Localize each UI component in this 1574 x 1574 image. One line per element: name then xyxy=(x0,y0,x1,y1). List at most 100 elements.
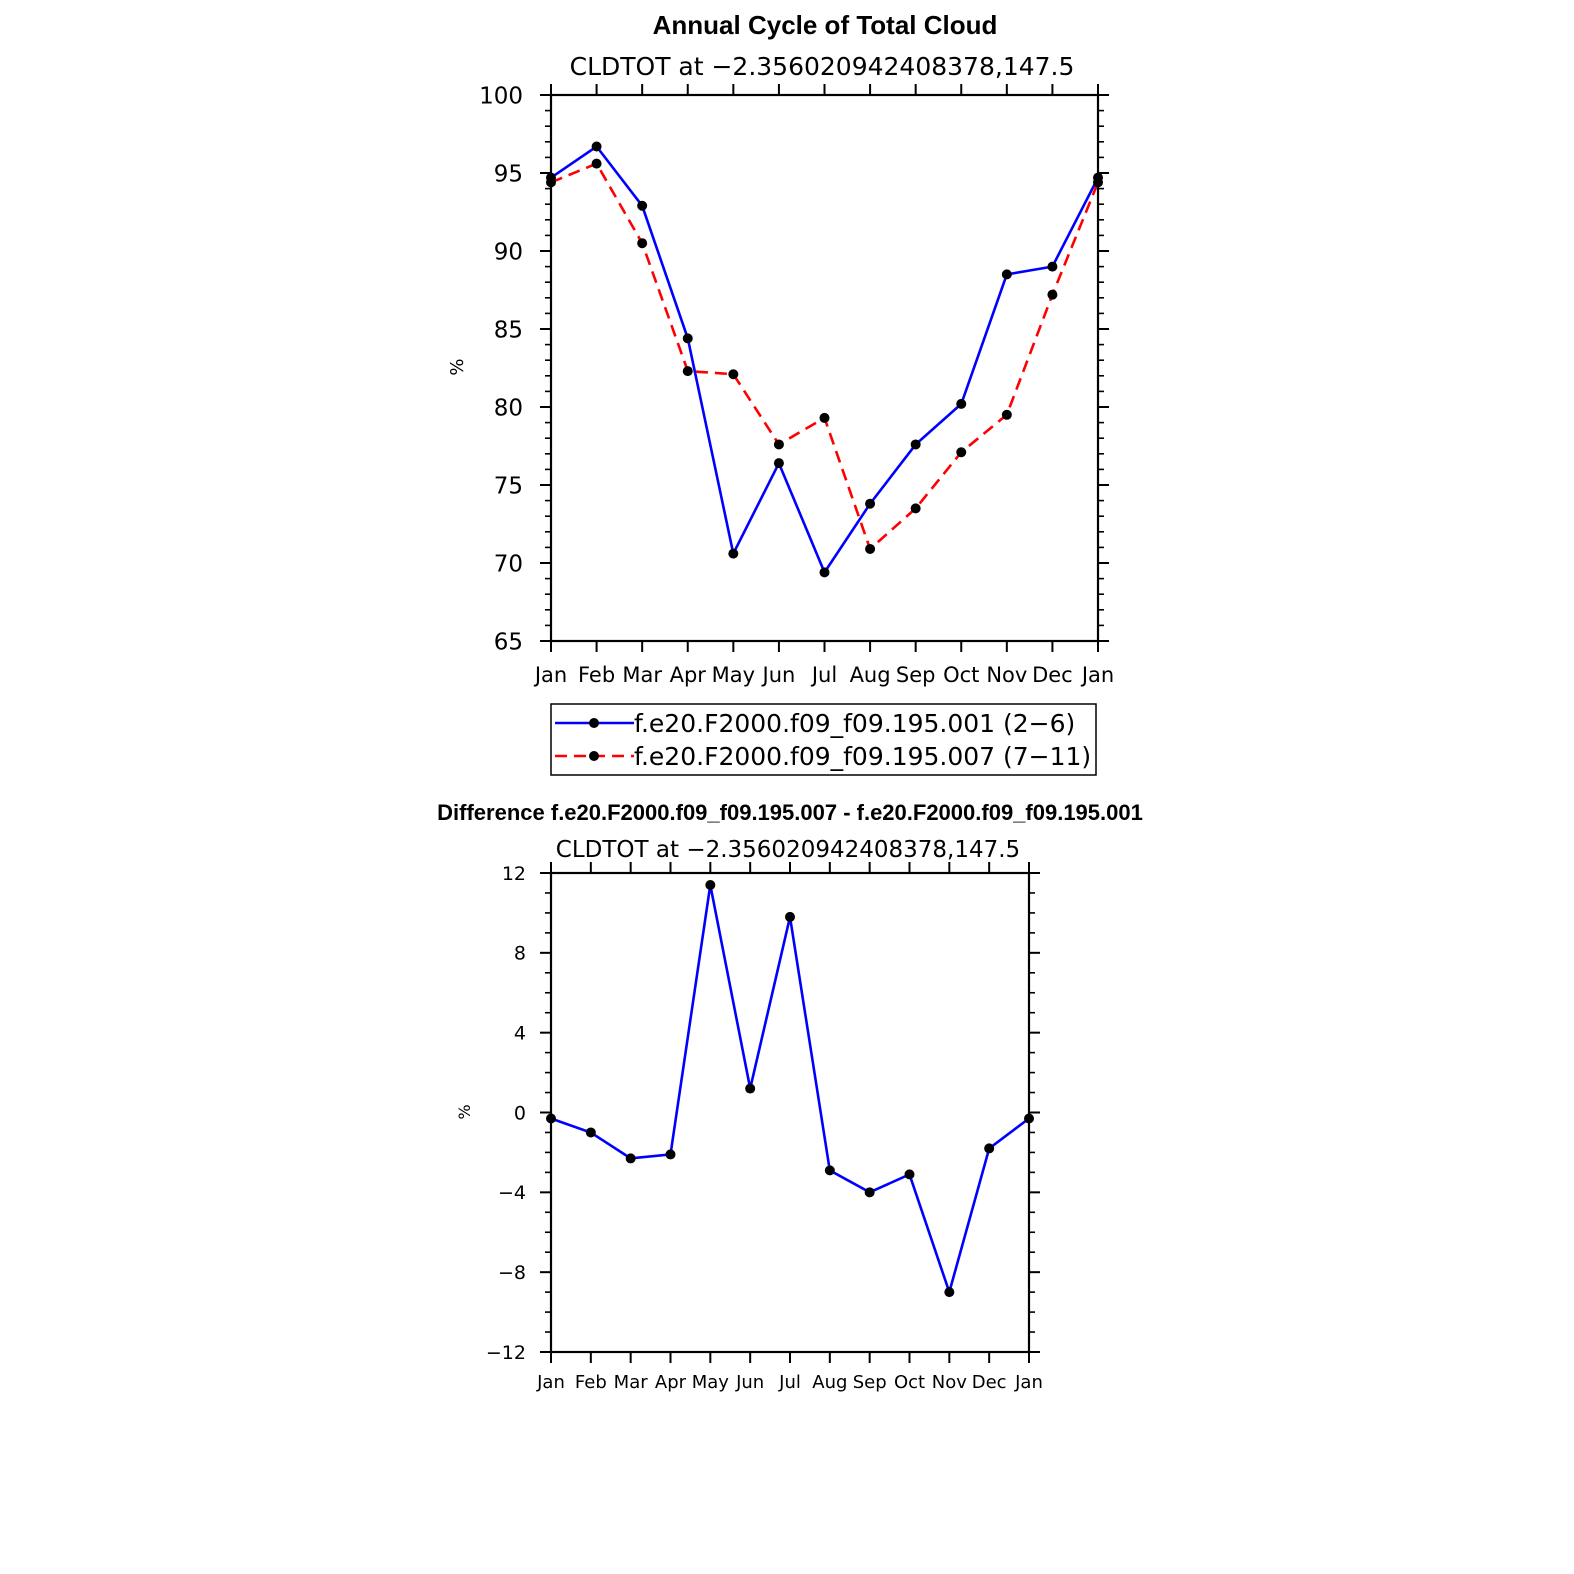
annual-cycle-chart: Annual Cycle of Total Cloud CLDTOT at −2… xyxy=(447,10,1114,776)
x-tick-label: Jan xyxy=(533,663,567,687)
data-point xyxy=(944,1287,955,1298)
data-point xyxy=(824,1165,835,1176)
data-point xyxy=(864,1187,875,1198)
data-point xyxy=(785,911,795,922)
x-tick-label: Mar xyxy=(622,663,662,687)
data-point xyxy=(745,1083,756,1094)
data-point xyxy=(1047,261,1058,272)
y-tick-label: 80 xyxy=(494,395,523,421)
x-tick-label: Apr xyxy=(655,1372,687,1393)
data-point xyxy=(956,447,967,458)
data-point xyxy=(910,439,921,450)
chart2-series-lines xyxy=(550,884,1030,1297)
data-point xyxy=(728,369,739,380)
data-point xyxy=(984,1143,995,1154)
data-point xyxy=(773,458,784,469)
x-tick-label: Aug xyxy=(812,1372,847,1393)
x-tick-label: Oct xyxy=(894,1372,925,1393)
chart1-markers xyxy=(546,141,1103,578)
y-tick-label: 100 xyxy=(479,83,523,109)
data-point xyxy=(819,567,830,578)
data-point xyxy=(956,398,967,409)
chart1-subtitle: CLDTOT at −2.356020942408378,147.5 xyxy=(570,52,1075,81)
chart2-ylabel: % xyxy=(455,1104,474,1119)
x-tick-label: May xyxy=(712,663,755,687)
x-tick-label: Sep xyxy=(896,663,936,687)
data-point xyxy=(637,238,648,249)
data-point xyxy=(865,543,876,554)
chart2-axes: −12 −8 −4 0 4 8 12 Jan Feb Mar Apr May Jun Jul Aug Sep O… xyxy=(486,862,1043,1393)
data-point xyxy=(1024,1113,1034,1124)
chart2-subtitle: CLDTOT at −2.356020942408378,147.5 xyxy=(556,837,1020,863)
x-tick-label: Oct xyxy=(943,663,979,687)
difference-line xyxy=(550,884,1030,1297)
data-point xyxy=(546,1113,556,1124)
x-tick-label: Jul xyxy=(810,663,837,687)
x-tick-label: Jun xyxy=(761,663,796,687)
data-point xyxy=(682,366,693,377)
data-point xyxy=(585,1127,596,1138)
data-point xyxy=(1093,177,1103,188)
y-tick-label: 4 xyxy=(514,1023,526,1045)
data-point xyxy=(591,158,602,169)
data-point xyxy=(728,548,739,559)
data-point xyxy=(625,1153,636,1164)
x-tick-label: Jul xyxy=(778,1372,801,1393)
series-line-195-001 xyxy=(550,144,1100,576)
legend-marker-195-001 xyxy=(589,718,599,728)
data-point xyxy=(665,1149,676,1160)
y-tick-label: 90 xyxy=(494,239,523,265)
x-tick-label: Feb xyxy=(578,663,615,687)
y-tick-label: 95 xyxy=(494,161,523,187)
data-point xyxy=(865,498,876,509)
data-point xyxy=(1047,289,1058,300)
data-point xyxy=(1001,269,1012,280)
x-tick-label: Jan xyxy=(1014,1372,1043,1393)
y-tick-label: 75 xyxy=(494,473,523,499)
chart1-ylabel: % xyxy=(447,358,468,375)
y-tick-label: 0 xyxy=(514,1102,526,1124)
x-tick-label: Aug xyxy=(850,663,891,687)
x-tick-label: Nov xyxy=(932,1372,967,1393)
plot-frame xyxy=(549,871,1031,1354)
difference-chart: Difference f.e20.F2000.f09_f09.195.007 -… xyxy=(437,800,1143,1393)
data-point xyxy=(904,1169,915,1180)
y-tick-label: −4 xyxy=(498,1182,526,1204)
chart2-markers xyxy=(546,879,1034,1298)
x-tick-label: Feb xyxy=(575,1372,607,1393)
y-tick-label: −12 xyxy=(486,1342,526,1364)
data-point xyxy=(591,141,602,152)
data-point xyxy=(1001,409,1012,420)
data-point xyxy=(819,412,830,423)
x-tick-label: Jun xyxy=(735,1372,764,1393)
chart1-series-lines xyxy=(550,144,1100,576)
legend-box xyxy=(550,703,1097,776)
x-tick-label: May xyxy=(692,1372,730,1393)
x-tick-label: Jan xyxy=(536,1372,565,1393)
chart2-title: Difference f.e20.F2000.f09_f09.195.007 -… xyxy=(437,800,1143,825)
chart1-axes: 65 70 75 80 85 90 95 100 Jan Feb Mar Apr May Jun Jul Au… xyxy=(479,83,1114,687)
plot-frame xyxy=(549,93,1100,643)
data-point xyxy=(705,879,716,890)
y-tick-label: 12 xyxy=(502,863,526,885)
x-tick-label: Jan xyxy=(1080,663,1114,687)
x-tick-label: Sep xyxy=(853,1372,887,1393)
y-tick-label: 70 xyxy=(494,551,523,577)
data-point xyxy=(910,503,921,514)
legend-entry-195-007: f.e20.F2000.f09_f09.195.007 (7−11) xyxy=(634,742,1091,771)
x-tick-label: Nov xyxy=(986,663,1027,687)
chart1-title: Annual Cycle of Total Cloud xyxy=(653,10,998,40)
legend-entry-195-001: f.e20.F2000.f09_f09.195.001 (2−6) xyxy=(634,709,1075,738)
y-tick-label: −8 xyxy=(498,1262,526,1284)
data-point xyxy=(773,439,784,450)
y-tick-label: 8 xyxy=(514,943,526,965)
x-tick-label: Dec xyxy=(972,1372,1007,1393)
data-point xyxy=(682,333,693,344)
x-tick-label: Apr xyxy=(670,663,707,687)
data-point xyxy=(637,200,648,211)
x-tick-label: Dec xyxy=(1032,663,1073,687)
series-line-195-007 xyxy=(550,161,1100,552)
data-point xyxy=(546,177,556,188)
y-tick-label: 85 xyxy=(494,317,523,343)
